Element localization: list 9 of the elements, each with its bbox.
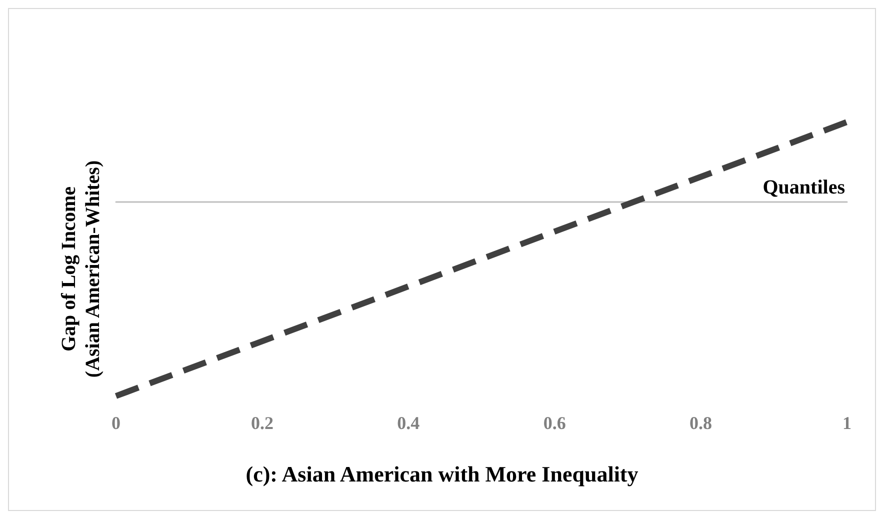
x-tick-label: 0.8 (690, 413, 712, 433)
x-tick-label: 0 (112, 413, 120, 433)
x-tick-label: 0.2 (250, 413, 274, 433)
x-tick-label: 1 (842, 413, 852, 433)
x-tick-label: 0.4 (397, 413, 420, 433)
x-axis-title: Quantiles (762, 176, 846, 199)
x-tick-label: 0.6 (543, 413, 566, 433)
y-axis-title: Gap of Log Income (Asian American-Whites) (58, 160, 104, 378)
text: (c): Asian American with More Inequality (246, 462, 638, 486)
